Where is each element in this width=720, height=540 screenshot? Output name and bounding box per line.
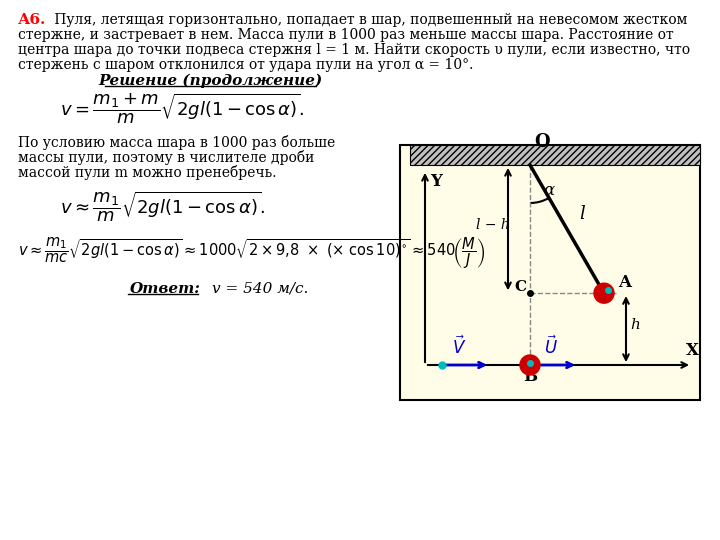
- Text: По условию масса шара в 1000 раз больше: По условию масса шара в 1000 раз больше: [18, 135, 336, 150]
- FancyBboxPatch shape: [400, 145, 700, 400]
- Text: Решение (продолжение): Решение (продолжение): [98, 74, 322, 89]
- Circle shape: [594, 283, 614, 303]
- Text: А6.: А6.: [18, 13, 46, 27]
- Circle shape: [520, 355, 540, 375]
- Text: Ответ:: Ответ:: [130, 282, 201, 296]
- Text: C: C: [514, 280, 526, 294]
- Text: стержне, и застревает в нем. Масса пули в 1000 раз меньше массы шара. Расстояние: стержне, и застревает в нем. Масса пули …: [18, 28, 674, 42]
- FancyBboxPatch shape: [410, 145, 700, 165]
- Text: $\vec{U}$: $\vec{U}$: [544, 335, 558, 358]
- Text: B: B: [523, 368, 537, 385]
- Text: $v \approx \dfrac{m_1}{mc}\sqrt{2gl\left(1-\cos\alpha\right)} \approx 1000\sqrt{: $v \approx \dfrac{m_1}{mc}\sqrt{2gl\left…: [18, 235, 485, 271]
- Text: α: α: [543, 182, 554, 199]
- Text: Y: Y: [430, 173, 442, 190]
- Text: массой пули m можно пренебречь.: массой пули m можно пренебречь.: [18, 165, 276, 180]
- Text: Пуля, летящая горизонтально, попадает в шар, подвешенный на невесомом жестком: Пуля, летящая горизонтально, попадает в …: [50, 13, 688, 27]
- Text: $v = \dfrac{m_1 + m}{m}\sqrt{2gl\left(1-\cos\alpha\right)}.$: $v = \dfrac{m_1 + m}{m}\sqrt{2gl\left(1-…: [60, 92, 305, 126]
- Text: O: O: [534, 133, 549, 151]
- Text: X: X: [686, 342, 699, 359]
- Text: h: h: [630, 318, 640, 332]
- Text: $v \approx \dfrac{m_1}{m}\sqrt{2gl\left(1-\cos\alpha\right)}.$: $v \approx \dfrac{m_1}{m}\sqrt{2gl\left(…: [60, 190, 265, 224]
- Text: l: l: [579, 205, 585, 223]
- Text: $\vec{V}$: $\vec{V}$: [452, 335, 467, 358]
- Text: v = 540 м/с.: v = 540 м/с.: [212, 282, 308, 296]
- Text: массы пули, поэтому в числителе дроби: массы пули, поэтому в числителе дроби: [18, 150, 315, 165]
- Text: центра шара до точки подвеса стержня l = 1 м. Найти скорость υ пули, если извест: центра шара до точки подвеса стержня l =…: [18, 43, 690, 57]
- Text: A: A: [618, 274, 631, 291]
- Text: стержень с шаром отклонился от удара пули на угол α = 10°.: стержень с шаром отклонился от удара пул…: [18, 58, 473, 72]
- Text: l − h: l − h: [476, 218, 510, 232]
